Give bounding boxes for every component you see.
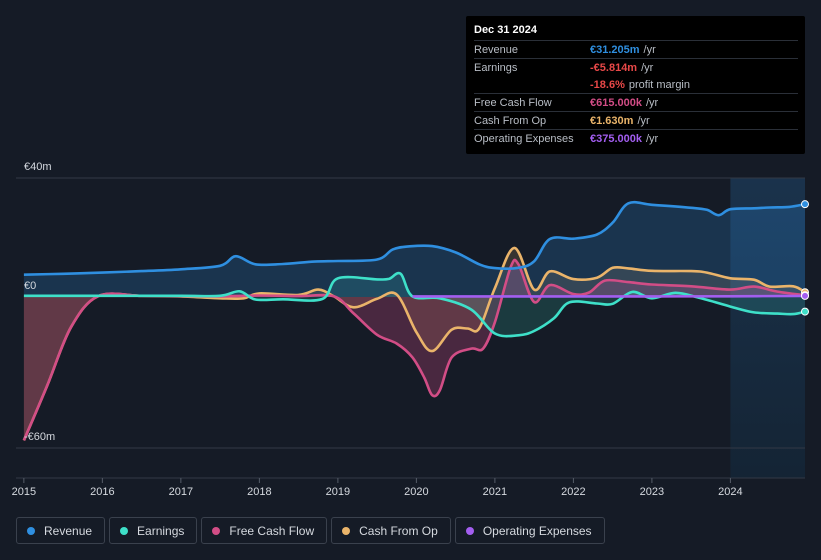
tooltip-value: -€5.814m bbox=[590, 61, 638, 74]
revenue-line bbox=[23, 200, 806, 276]
earnings-end-marker bbox=[801, 307, 809, 316]
x-tick-label-2020: 2020 bbox=[404, 486, 428, 498]
legend-dot-icon bbox=[212, 526, 221, 535]
tooltip-row-profit-margin: -18.6% profit margin bbox=[474, 76, 798, 93]
legend-dot-icon bbox=[120, 526, 129, 535]
revenue-area bbox=[23, 202, 805, 297]
cash-from-op-line bbox=[22, 246, 806, 441]
tooltip-unit: /yr bbox=[641, 61, 654, 74]
tooltip-value: -18.6% bbox=[590, 78, 625, 91]
legend-dot-icon bbox=[465, 526, 474, 535]
tooltip-panel: Dec 31 2024 Revenue €31.205m/yr Earnings -€… bbox=[466, 16, 805, 154]
x-tick-label-2021: 2021 bbox=[483, 486, 507, 498]
tooltip-row-cash-from-op: Cash From Op €1.630m/yr bbox=[474, 111, 798, 129]
legend-item-operating-expenses[interactable]: Operating Expenses bbox=[454, 517, 605, 544]
tooltip-value: €375.000k bbox=[590, 132, 642, 145]
legend-dot-icon bbox=[342, 526, 351, 535]
y-tick-label-2: -€60m bbox=[24, 431, 55, 443]
tooltip-unit: /yr bbox=[637, 114, 650, 127]
tooltip-row-operating-expenses: Operating Expenses €375.000k/yr bbox=[474, 129, 798, 147]
x-tick-label-2018: 2018 bbox=[247, 486, 271, 498]
legend-dot-icon bbox=[27, 526, 35, 535]
legend-label: Operating Expenses bbox=[482, 523, 592, 538]
x-tick-label-2022: 2022 bbox=[561, 486, 585, 498]
tooltip-unit: /yr bbox=[646, 132, 659, 145]
tooltip-row-free-cash-flow: Free Cash Flow €615.000k/yr bbox=[474, 93, 798, 111]
tooltip-label: Free Cash Flow bbox=[474, 96, 552, 109]
tooltip-date: Dec 31 2024 bbox=[474, 24, 537, 36]
tooltip-unit: profit margin bbox=[628, 78, 690, 91]
y-tick-label-1: €0 bbox=[24, 280, 36, 292]
legend-label: Earnings bbox=[137, 523, 185, 538]
legend-item-earnings[interactable]: Earnings bbox=[109, 517, 198, 544]
x-tick-label-2016: 2016 bbox=[90, 486, 114, 498]
tooltip-label: Revenue bbox=[474, 43, 519, 56]
legend-item-cash-from-op[interactable]: Cash From Op bbox=[331, 517, 451, 544]
free-cash-flow-area bbox=[23, 259, 805, 441]
legend-label: Cash From Op bbox=[359, 523, 438, 538]
legend-item-free-cash-flow[interactable]: Free Cash Flow bbox=[201, 517, 328, 544]
tooltip-value: €1.630m bbox=[590, 114, 634, 127]
tooltip-label: Cash From Op bbox=[474, 114, 547, 127]
revenue-end-marker bbox=[801, 200, 809, 209]
forecast-region bbox=[730, 178, 805, 478]
x-tick-label-2023: 2023 bbox=[640, 486, 664, 498]
y-tick-label-0: €40m bbox=[24, 161, 52, 173]
legend-label: Free Cash Flow bbox=[229, 523, 315, 538]
tooltip-row-earnings: Earnings -€5.814m/yr bbox=[474, 58, 798, 76]
x-tick-label-2024: 2024 bbox=[718, 486, 742, 498]
operating-expenses-end-marker bbox=[801, 291, 809, 300]
x-tick-label-2017: 2017 bbox=[169, 486, 193, 498]
tooltip-value: €31.205m bbox=[590, 43, 640, 56]
tooltip-row-revenue: Revenue €31.205m/yr bbox=[474, 40, 798, 58]
tooltip-value: €615.000k bbox=[590, 96, 642, 109]
tooltip-unit: /yr bbox=[646, 96, 659, 109]
tooltip-label: Earnings bbox=[474, 61, 518, 74]
legend: Revenue Earnings Free Cash Flow Cash From O… bbox=[16, 517, 605, 544]
operating-expenses-line bbox=[412, 294, 806, 298]
x-tick-label-2019: 2019 bbox=[326, 486, 350, 498]
legend-item-revenue[interactable]: Revenue bbox=[16, 517, 106, 544]
x-tick-label-2015: 2015 bbox=[12, 486, 36, 498]
tooltip-label: Operating Expenses bbox=[474, 132, 574, 145]
earnings-line bbox=[23, 271, 806, 338]
tooltip-unit: /yr bbox=[643, 43, 656, 56]
legend-label: Revenue bbox=[44, 523, 93, 538]
